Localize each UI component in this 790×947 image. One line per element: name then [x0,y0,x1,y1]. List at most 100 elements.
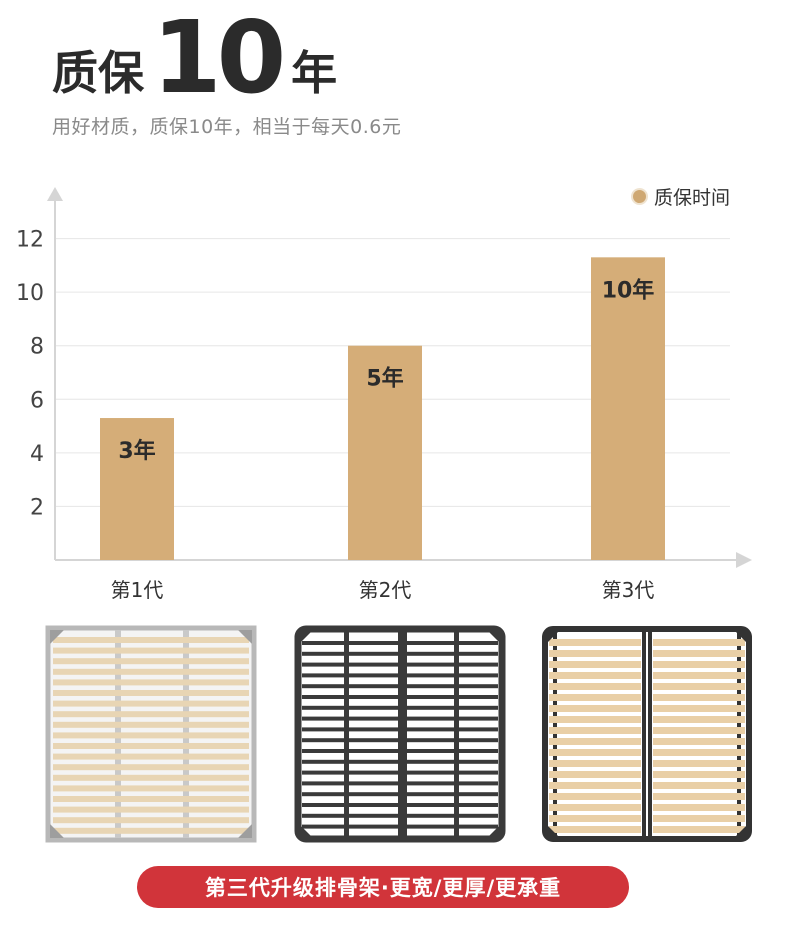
bar [100,418,174,560]
upgrade-banner-text: 第三代升级排骨架·更宽/更厚/更承重 [204,876,562,900]
metal-slat [302,695,498,699]
metal-slat [302,651,498,656]
metal-slat [302,662,498,667]
bar-data-label: 10年 [602,277,655,303]
frame-rail [344,631,349,837]
metal-slat [302,792,498,797]
metal-slat [302,781,498,786]
wood-slat [549,771,641,778]
wood-slat [549,650,641,657]
corner-plate [734,630,748,644]
metal-slat [302,759,498,764]
y-axis-arrow-icon [47,187,63,201]
title-prefix: 质保 [52,46,144,100]
wood-slat [549,661,641,668]
wood-slat [53,743,249,749]
metal-slat [302,641,498,645]
wood-slat [53,711,249,718]
metal-slat [302,738,498,743]
metal-slat [302,673,498,678]
corner-plate [734,824,748,838]
wood-slat [653,815,745,822]
wood-slat [653,650,745,657]
wood-slat [53,764,249,771]
header: 质保 10 年 用好材质，质保10年，相当于每天0.6元 [52,8,401,139]
wood-slat [653,738,745,745]
wood-slat [653,793,745,800]
frame-rail [454,631,459,837]
x-axis-arrow-icon [736,552,752,568]
wood-slat [53,700,249,707]
x-tick-label: 第3代 [602,578,655,602]
wood-slat [653,705,745,712]
wood-slat [549,639,641,646]
wood-slat [549,749,641,756]
x-tick-label: 第2代 [359,578,412,602]
page-subtitle: 用好材质，质保10年，相当于每天0.6元 [52,116,402,138]
wood-slat [549,815,641,822]
y-tick-label: 4 [30,442,44,467]
title-suffix: 年 [291,46,338,100]
gen1-frame-image [45,625,257,843]
upgrade-banner: 第三代升级排骨架·更宽/更厚/更承重 [137,866,629,908]
corner-plate [546,630,560,644]
wood-slat [653,661,745,668]
title-number: 10 [152,0,286,116]
corner-plate [50,630,64,644]
wood-slat [653,749,745,756]
wood-slat [53,668,249,675]
wood-slat [53,690,249,696]
wood-slat [653,760,745,767]
corner-plate [50,824,64,838]
wood-slat [549,760,641,767]
wood-slat [53,637,249,643]
wood-slat [549,683,641,690]
metal-slat [302,813,498,818]
y-tick-label: 8 [30,335,44,360]
frame-rail [648,631,652,837]
metal-slat [302,770,498,775]
wood-slat [653,683,745,690]
wood-slat [53,647,249,654]
corner-plate [487,824,501,838]
y-tick-label: 10 [16,281,44,306]
gen2-frame-image [294,625,506,843]
frame-rail [402,631,407,837]
wood-slat [549,705,641,712]
metal-slat [302,727,498,732]
legend-marker-icon [630,188,648,205]
corner-plate [238,630,252,644]
frame-rail [642,631,646,837]
wood-slat [653,782,745,789]
wood-slat [549,804,641,811]
wood-slat [653,771,745,778]
corner-plate [487,630,501,644]
metal-slat [302,705,498,710]
y-tick-label: 6 [30,388,44,413]
wood-slat [653,727,745,734]
wood-slat [653,672,745,679]
wood-slat [53,774,249,781]
wood-slat [653,826,745,833]
bar-data-label: 5年 [366,366,403,392]
wood-slat [549,672,641,679]
wood-slat [549,694,641,701]
bar-data-label: 3年 [118,438,155,464]
bed-frame-images [0,620,790,850]
wood-slat [53,817,249,824]
wood-slat [53,753,249,760]
wood-slat [53,796,249,802]
wood-slat [53,721,249,728]
wood-slat [53,827,249,834]
chart-legend: 质保时间 [630,183,730,210]
wood-slat [53,658,249,665]
wood-slat [653,716,745,723]
frame-rail [398,631,403,837]
corner-plate [299,630,313,644]
corner-plate [546,824,560,838]
corner-plate [238,824,252,838]
metal-slat [302,749,498,753]
wood-slat [549,826,641,833]
wood-slat [653,639,745,646]
